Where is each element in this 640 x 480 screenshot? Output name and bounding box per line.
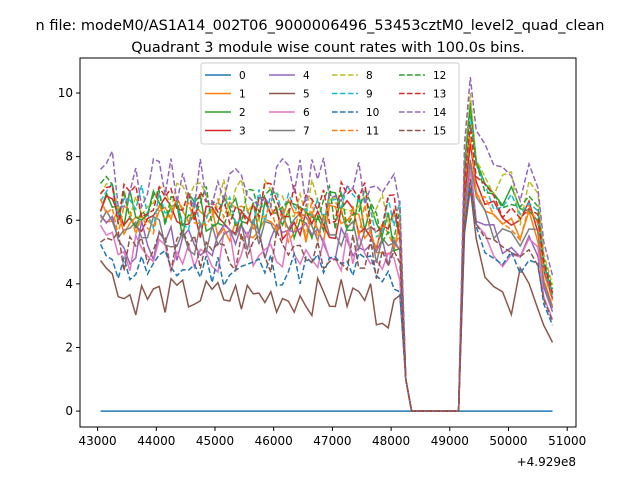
series-line-13	[99, 124, 554, 412]
series-line-9	[99, 115, 554, 412]
legend-label: 5	[303, 89, 310, 101]
series-line-15	[100, 178, 554, 412]
legend-label: 14	[433, 107, 447, 119]
x-offset-label: +4.929e8	[517, 455, 576, 469]
legend-label: 0	[239, 70, 246, 82]
x-tick-label: 51000	[548, 434, 586, 448]
x-tick-label: 44000	[137, 434, 175, 448]
legend-label: 2	[239, 107, 246, 119]
axes-title: Quadrant 3 module wise count rates with …	[131, 40, 525, 56]
x-axis: 43000 44000 45000 46000 47000 48000 49000 50000…	[79, 427, 586, 448]
y-tick-label: 4	[65, 277, 73, 291]
x-tick-label: 48000	[372, 434, 410, 448]
y-tick-label: 6	[65, 213, 73, 227]
legend-box	[200, 62, 460, 145]
legend-label: 15	[433, 126, 446, 138]
y-tick-label: 2	[65, 340, 73, 354]
legend-label: 4	[303, 70, 310, 82]
legend-label: 6	[303, 107, 310, 119]
legend-label: 1	[239, 89, 246, 101]
axes-frame	[79, 57, 577, 428]
legend-label: 9	[366, 89, 373, 101]
x-tick-label: 50000	[489, 434, 527, 448]
legend-label: 12	[433, 70, 446, 82]
legend-label: 3	[239, 126, 246, 138]
x-tick-label: 46000	[255, 434, 293, 448]
legend-label: 8	[366, 70, 373, 82]
legend-label: 7	[303, 126, 310, 138]
plot-area	[99, 77, 554, 412]
legend-label: 13	[433, 89, 446, 101]
y-axis: 0 2 4 6 8 10	[58, 86, 80, 418]
legend-label: 10	[366, 107, 379, 119]
y-tick-label: 8	[65, 150, 73, 164]
x-tick-label: 43000	[79, 434, 117, 448]
x-tick-label: 45000	[196, 434, 234, 448]
figure-suptitle: n file: modeM0/AS1A14_002T06_9000006496_…	[36, 18, 605, 34]
legend-label: 11	[366, 126, 379, 138]
y-tick-label: 0	[65, 404, 73, 418]
y-tick-label: 10	[58, 86, 73, 100]
x-tick-label: 49000	[431, 434, 469, 448]
x-tick-label: 47000	[313, 434, 351, 448]
